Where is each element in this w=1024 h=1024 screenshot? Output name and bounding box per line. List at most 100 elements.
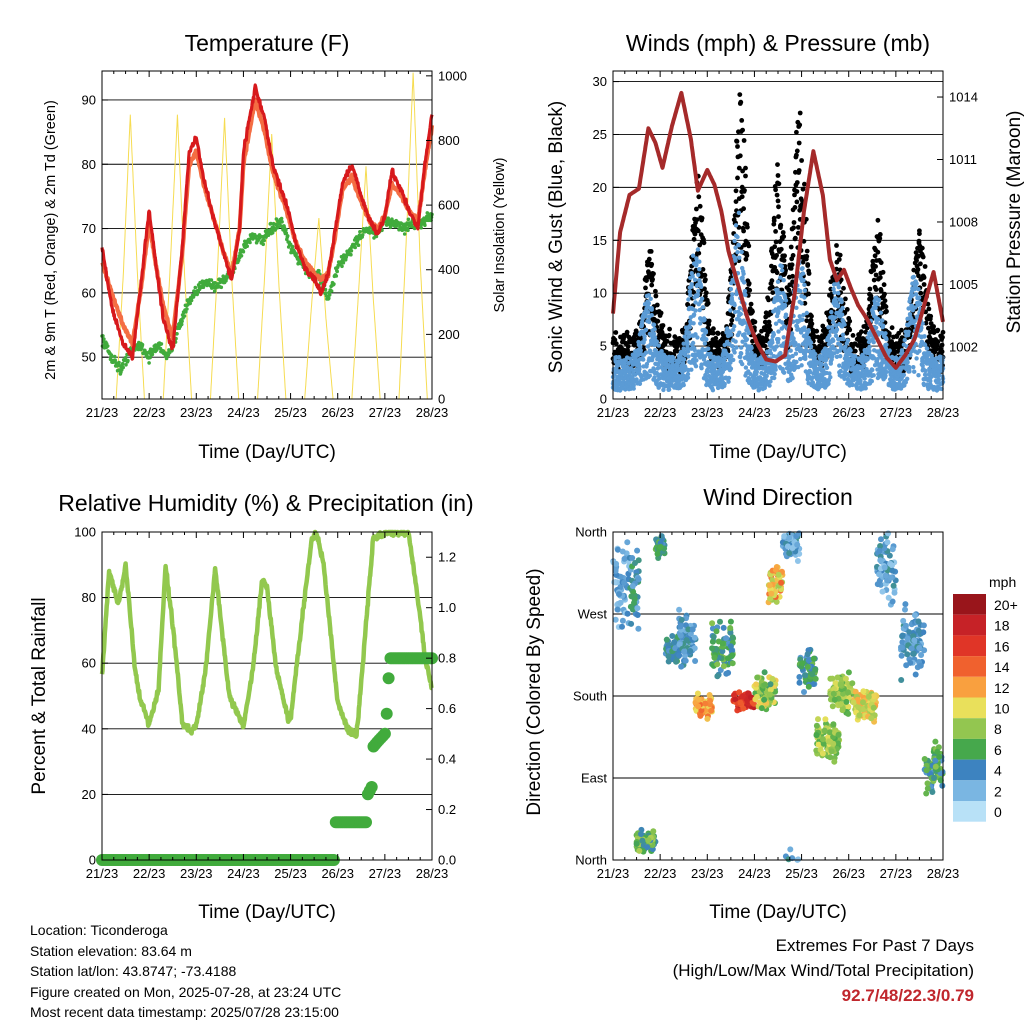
y-tick-label: 15 (593, 233, 607, 248)
wind-point (911, 274, 916, 280)
dewpoint-point (195, 292, 199, 297)
gust-point (664, 338, 670, 344)
wind-point (736, 243, 742, 248)
wind-point (645, 310, 651, 315)
wind-point (698, 321, 703, 326)
wind-point (902, 337, 907, 343)
x-tick-label: 26/23 (321, 866, 354, 881)
gust-point (873, 287, 879, 292)
gust-point (745, 224, 750, 230)
direction-point (657, 543, 664, 550)
dewpoint-point (284, 227, 288, 232)
wind-point (681, 361, 686, 366)
y-tick-label: 80 (82, 590, 96, 605)
wind-point (781, 370, 787, 375)
wind-point (833, 323, 839, 328)
gust-point (773, 187, 778, 193)
gust-point (694, 206, 699, 212)
winds-x-label: Time (Day/UTC) (709, 442, 847, 463)
gust-point (762, 319, 768, 325)
wind-point (831, 351, 837, 356)
wind-point (772, 371, 777, 377)
wind-point (739, 351, 744, 356)
wind-point (744, 337, 750, 342)
wind-point (794, 359, 799, 365)
wind-point (867, 348, 872, 354)
gust-point (625, 344, 631, 349)
direction-point (635, 576, 642, 583)
wind-point (869, 379, 874, 384)
dewpoint-point (120, 361, 125, 366)
wind-point (739, 345, 744, 350)
dewpoint-point (239, 254, 244, 258)
wind-point (681, 346, 686, 351)
wind-point (801, 312, 806, 318)
wind-point (867, 344, 872, 350)
direction-point (636, 847, 643, 854)
gust-point (836, 257, 842, 262)
wind-point (876, 298, 882, 303)
dewpoint-point (175, 332, 179, 336)
dewpoint-point (102, 337, 106, 341)
direction-point (614, 606, 621, 613)
y-tick-label: 0 (600, 392, 607, 407)
wind-point (693, 300, 698, 305)
x-tick-label: 21/23 (597, 405, 630, 420)
gust-point (875, 249, 881, 255)
gust-point (691, 289, 696, 295)
gust-point (705, 300, 711, 306)
temperature-y2-label: Solar Insolation (Yellow) (492, 157, 508, 312)
y2-tick-label: 1005 (949, 277, 978, 292)
wind-point (776, 329, 781, 334)
x-tick-label: 28/23 (416, 866, 449, 881)
gust-point (800, 186, 806, 192)
y2-tick-label: 1000 (438, 68, 467, 83)
wind-point (831, 320, 836, 325)
wind-point (682, 352, 688, 358)
gust-point (666, 333, 672, 338)
gust-point (697, 203, 703, 209)
gust-point (878, 288, 884, 294)
gust-point (921, 282, 927, 287)
gust-point (774, 192, 780, 198)
wind-point (651, 331, 657, 336)
dewpoint-point (358, 230, 362, 234)
gust-point (786, 287, 792, 293)
y-tick-label: 5 (600, 339, 607, 354)
wind-point (781, 278, 786, 283)
gust-point (660, 323, 666, 328)
wind-point (740, 339, 745, 344)
wind-point (903, 380, 908, 385)
wind-point (682, 357, 687, 362)
gust-point (919, 245, 925, 251)
wind-point (829, 309, 834, 315)
wind-point (691, 312, 697, 317)
gust-point (921, 275, 927, 280)
y-tick-label: 50 (82, 350, 96, 365)
gust-point (868, 296, 874, 301)
y-tick-label: 20 (82, 787, 96, 802)
gust-point (740, 127, 745, 133)
wind-point (799, 301, 804, 306)
dewpoint-point (341, 260, 346, 265)
wind-point (840, 305, 845, 311)
wind-point (742, 288, 748, 294)
wind-point (687, 325, 692, 330)
direction-point (654, 550, 661, 557)
wind-point (643, 313, 648, 318)
gust-point (915, 267, 921, 272)
gust-point (706, 318, 712, 324)
dewpoint-point (254, 234, 258, 239)
direction-point (650, 828, 657, 835)
wind-point (808, 340, 814, 345)
dewpoint-point (117, 360, 121, 365)
wind-point (796, 364, 801, 370)
gust-point (741, 206, 746, 212)
wind-point (908, 353, 913, 358)
direction-point (672, 645, 679, 652)
wind-point (804, 310, 809, 316)
y2-tick-label: 0.0 (438, 853, 456, 868)
dewpoint-point (334, 274, 339, 278)
gust-point (744, 253, 750, 258)
